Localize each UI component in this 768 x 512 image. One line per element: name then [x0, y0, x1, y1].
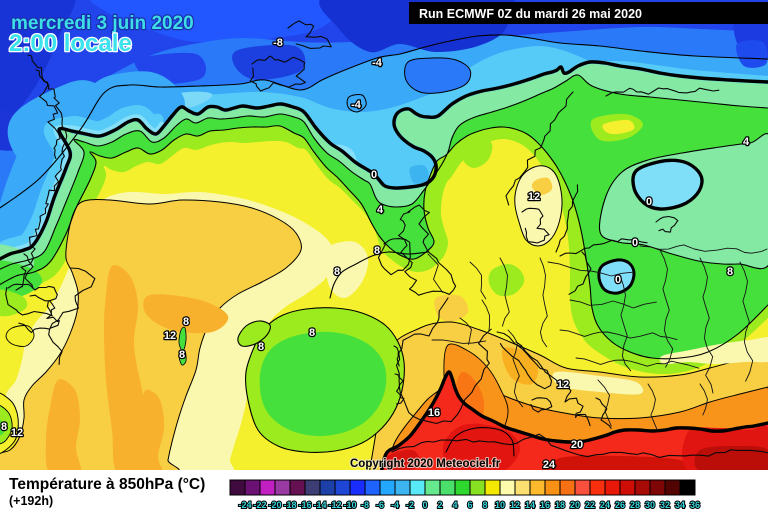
- svg-text:4: 4: [377, 204, 384, 216]
- svg-text:6: 6: [467, 500, 472, 510]
- svg-text:26: 26: [615, 500, 625, 510]
- svg-text:8: 8: [334, 266, 340, 278]
- svg-text:-20: -20: [268, 500, 281, 510]
- svg-text:2:00 locale: 2:00 locale: [9, 30, 132, 57]
- svg-text:32: 32: [660, 500, 670, 510]
- svg-text:8: 8: [183, 316, 189, 328]
- svg-text:0: 0: [646, 196, 652, 208]
- svg-text:0: 0: [632, 237, 638, 249]
- svg-text:20: 20: [570, 500, 580, 510]
- svg-text:-6: -6: [376, 500, 384, 510]
- svg-text:-16: -16: [298, 500, 311, 510]
- svg-text:-8: -8: [361, 500, 369, 510]
- svg-text:0: 0: [422, 500, 427, 510]
- svg-text:-12: -12: [328, 500, 341, 510]
- svg-text:-18: -18: [283, 500, 296, 510]
- svg-text:12: 12: [11, 427, 23, 439]
- svg-text:Température à 850hPa (°C): Température à 850hPa (°C): [9, 476, 205, 493]
- svg-text:24: 24: [543, 459, 556, 471]
- svg-text:34: 34: [675, 500, 685, 510]
- svg-text:36: 36: [690, 500, 700, 510]
- svg-text:10: 10: [495, 500, 505, 510]
- svg-text:-24: -24: [238, 500, 251, 510]
- svg-text:8: 8: [482, 500, 487, 510]
- svg-text:12: 12: [528, 191, 540, 203]
- svg-text:-4: -4: [372, 57, 383, 69]
- svg-text:8: 8: [179, 349, 185, 361]
- svg-text:16: 16: [540, 500, 550, 510]
- svg-text:-4: -4: [351, 99, 362, 111]
- svg-text:12: 12: [164, 330, 176, 342]
- svg-text:0: 0: [615, 274, 621, 286]
- svg-text:16: 16: [428, 407, 440, 419]
- svg-text:4: 4: [743, 136, 750, 148]
- svg-text:8: 8: [258, 341, 264, 353]
- svg-text:30: 30: [645, 500, 655, 510]
- svg-text:8: 8: [309, 327, 315, 339]
- svg-text:20: 20: [571, 439, 583, 451]
- svg-text:24: 24: [600, 500, 610, 510]
- svg-text:0: 0: [371, 169, 377, 181]
- svg-text:14: 14: [525, 500, 535, 510]
- svg-text:Copyright 2020 Meteociel.fr: Copyright 2020 Meteociel.fr: [350, 458, 501, 470]
- svg-text:8: 8: [374, 245, 380, 257]
- svg-text:28: 28: [630, 500, 640, 510]
- svg-text:22: 22: [585, 500, 595, 510]
- svg-text:12: 12: [510, 500, 520, 510]
- svg-text:2: 2: [437, 500, 442, 510]
- svg-text:-2: -2: [406, 500, 414, 510]
- svg-text:Run ECMWF 0Z du mardi 26 mai 2: Run ECMWF 0Z du mardi 26 mai 2020: [419, 7, 642, 21]
- svg-text:4: 4: [452, 500, 457, 510]
- svg-text:(+192h): (+192h): [9, 494, 53, 508]
- svg-text:mercredi 3 juin 2020: mercredi 3 juin 2020: [11, 13, 194, 34]
- svg-text:8: 8: [1, 421, 7, 433]
- svg-text:-8: -8: [273, 37, 283, 49]
- svg-text:12: 12: [557, 379, 569, 391]
- svg-text:-4: -4: [391, 500, 399, 510]
- svg-text:8: 8: [727, 266, 733, 278]
- svg-text:-14: -14: [313, 500, 326, 510]
- svg-text:-10: -10: [343, 500, 356, 510]
- svg-text:18: 18: [555, 500, 565, 510]
- svg-text:-22: -22: [253, 500, 266, 510]
